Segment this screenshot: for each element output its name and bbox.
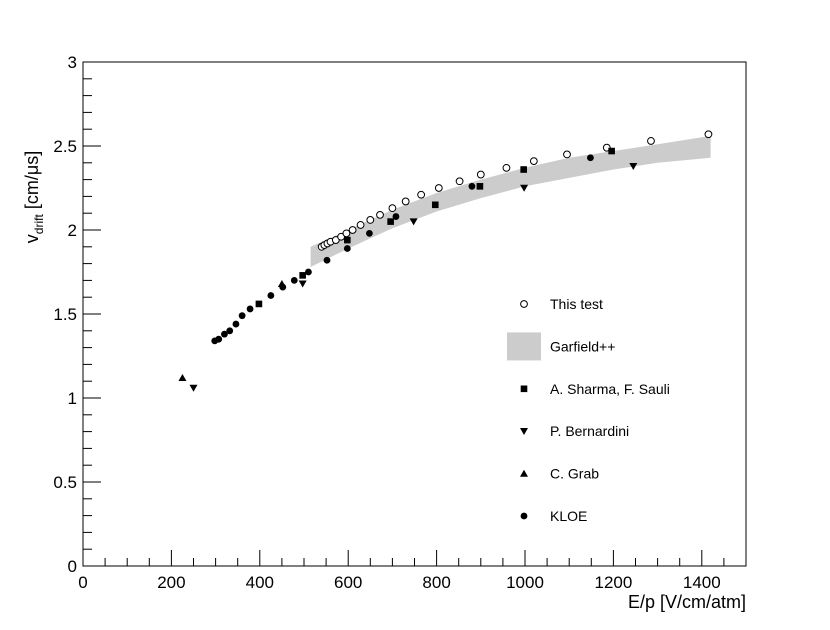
kloe-point: [232, 320, 240, 328]
y-tick-label: 1.5: [53, 305, 77, 324]
kloe-point: [221, 330, 228, 338]
y-tick-label: 3: [68, 53, 77, 72]
bernardini-point: [629, 162, 638, 170]
legend-entry-bernardini: P. Bernardini: [520, 423, 629, 439]
x-tick-label: 1400: [683, 573, 721, 592]
this-test-point: [366, 216, 375, 224]
kloe-point: [215, 335, 223, 343]
bernardini-point: [298, 280, 307, 288]
plot-frame: [82, 61, 747, 567]
sharma-sauli-point: [387, 218, 394, 225]
this-test-point: [401, 197, 410, 206]
sharma-sauli-point: [476, 183, 484, 190]
this-test-point: [376, 210, 384, 219]
x-tick-label: 400: [246, 573, 274, 592]
bernardini-point: [189, 384, 198, 392]
x-tick-label: 1000: [506, 573, 544, 592]
kloe-point: [343, 245, 351, 252]
y-tick-label: 2.5: [53, 137, 77, 156]
this-test-point: [529, 157, 538, 166]
kloe-point: [238, 312, 246, 320]
this-test-point: [348, 226, 357, 234]
sharma-sauli-point: [520, 166, 527, 173]
garfield-band: [310, 135, 711, 267]
legend-marker-kloe: [520, 512, 528, 520]
sharma-sauli-point: [299, 272, 306, 279]
plot-frame-layer: [82, 61, 747, 567]
legend: This test Garfield++ A. Sharma, F. Sauli P.…: [507, 296, 670, 524]
this-test-point: [476, 170, 485, 179]
y-axis-title: vdrift [cm/μs]: [22, 151, 46, 243]
legend-entry-sharma-sauli: A. Sharma, F. Sauli: [520, 381, 670, 397]
x-tick-label: 200: [157, 573, 185, 592]
grab-point: [178, 374, 187, 382]
y-axis-title-unit: [cm/μs]: [22, 151, 42, 214]
legend-entry-garfield: Garfield++: [507, 332, 615, 361]
sharma-sauli-point: [431, 201, 439, 209]
kloe-point: [267, 292, 275, 299]
x-tick-label: 800: [422, 573, 450, 592]
y-tick-label: 1: [68, 389, 77, 408]
sharma-sauli-point: [344, 236, 351, 244]
legend-marker-this-test: [520, 300, 528, 308]
bernardini-point: [520, 184, 529, 192]
x-tick-label: 1200: [594, 573, 632, 592]
legend-entry-this-test: This test: [520, 296, 603, 312]
sharma-sauli-point: [608, 147, 615, 155]
legend-label-grab: C. Grab: [550, 466, 599, 482]
y-tick-label: 0: [68, 557, 77, 576]
this-test-point: [388, 204, 397, 213]
this-test-point: [342, 229, 351, 238]
this-test-point: [356, 221, 365, 229]
kloe-point: [587, 154, 594, 162]
kloe-point: [226, 327, 234, 335]
legend-label-garfield: Garfield++: [550, 338, 615, 354]
this-test-point: [434, 184, 443, 192]
this-test-point: [647, 137, 655, 145]
legend-label-bernardini: P. Bernardini: [550, 423, 629, 439]
data-points-layer: [178, 130, 713, 392]
legend-label-sharma-sauli: A. Sharma, F. Sauli: [550, 381, 670, 397]
kloe-point: [323, 256, 331, 264]
kloe-point: [366, 229, 373, 237]
legend-marker-bernardini: [520, 428, 528, 435]
y-axis-title-subscript: drift: [32, 214, 46, 235]
this-test-point: [563, 150, 571, 159]
kloe-point: [246, 305, 254, 313]
y-axis-title-main: v: [22, 234, 42, 243]
legend-label-this-test: This test: [550, 296, 603, 312]
bernardini-point: [409, 218, 418, 226]
this-test-point: [455, 177, 464, 186]
x-tick-label: 600: [334, 573, 362, 592]
kloe-point: [290, 277, 298, 284]
legend-entry-grab: C. Grab: [520, 466, 599, 482]
this-test-point: [417, 190, 426, 199]
legend-marker-grab: [520, 469, 528, 477]
x-tick-label: 0: [78, 573, 87, 592]
kloe-point: [468, 182, 476, 190]
kloe-point: [305, 268, 312, 276]
legend-swatch-garfield: [507, 332, 541, 361]
this-test-point: [502, 163, 511, 172]
garfield-band-layer: [310, 135, 711, 267]
kloe-point: [392, 213, 400, 220]
this-test-point: [704, 130, 713, 139]
y-tick-label: 2: [68, 221, 77, 240]
legend-entry-kloe: KLOE: [520, 508, 587, 524]
legend-marker-sharma-sauli: [520, 385, 528, 393]
x-axis-title: E/p [V/cm/atm]: [628, 592, 746, 612]
sharma-sauli-point: [255, 300, 263, 308]
kloe-point: [279, 283, 287, 291]
legend-label-kloe: KLOE: [550, 508, 587, 524]
axis-ticks-layer: 0 200 400 600 800 1000 1200 1400 0 0.5 1 1.5 2 2.5 3: [53, 53, 747, 592]
y-tick-label: 0.5: [53, 473, 77, 492]
